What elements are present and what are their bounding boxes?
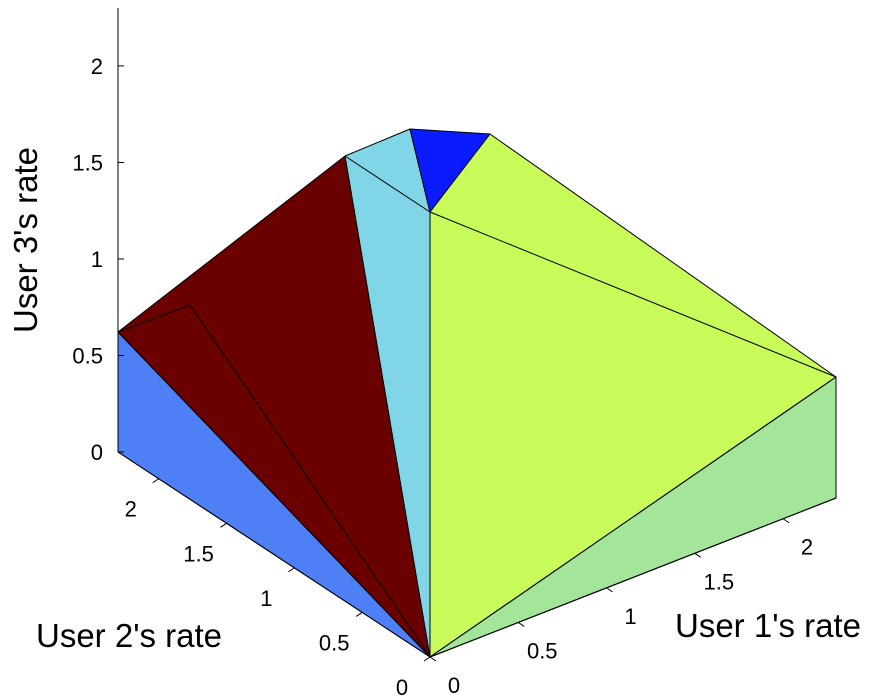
y-axis-line — [117, 451, 431, 658]
y-tick-label: 0.5 — [319, 630, 350, 655]
x-tick-mark — [694, 552, 702, 558]
y-axis-label: User 2's rate — [36, 617, 222, 654]
face-edge-3 — [429, 376, 837, 658]
z-tick-label: 2 — [91, 54, 103, 79]
y-tick-mark — [355, 612, 363, 617]
x-tick-mark — [782, 518, 790, 524]
axes-layer — [117, 8, 837, 658]
faces-layer — [117, 128, 837, 658]
y-tick-mark — [152, 478, 159, 484]
z-tick-label: 0 — [91, 440, 103, 465]
z-tick-label: 1.5 — [72, 150, 103, 175]
x-tick-label: 0.5 — [527, 638, 558, 663]
face-edge-2 — [117, 304, 431, 658]
face-edge-1 — [429, 211, 837, 378]
face-edge-0 — [344, 155, 431, 213]
x-axis-line — [429, 497, 837, 658]
y-tick-label: 2 — [125, 497, 137, 522]
x-tick-label: 1.5 — [703, 569, 734, 594]
z-tick-label: 0.5 — [72, 343, 103, 368]
x-tick-label: 2 — [801, 535, 813, 560]
y-tick-mark — [220, 522, 227, 528]
x-axis-label: User 1's rate — [675, 607, 861, 644]
y-tick-label: 1 — [260, 586, 272, 611]
y-tick-label: 0 — [396, 675, 408, 696]
z-axis-label: User 3's rate — [7, 147, 44, 333]
x-tick-mark — [606, 587, 613, 593]
y-tick-label: 1.5 — [183, 541, 214, 566]
x-tick-label: 1 — [624, 604, 636, 629]
x-tick-label: 0 — [448, 673, 460, 696]
y-tick-mark — [288, 567, 295, 573]
face-yellow-green — [429, 133, 837, 658]
y-tick-mark — [423, 656, 431, 662]
z-tick-label: 1 — [91, 247, 103, 272]
x-tick-mark — [429, 656, 437, 662]
ticks-layer: 0 0.5 1 1.5 2 0 0.5 1 1.5 2 0 0.5 1 1.5 2 — [72, 54, 813, 696]
x-tick-mark — [517, 622, 525, 627]
